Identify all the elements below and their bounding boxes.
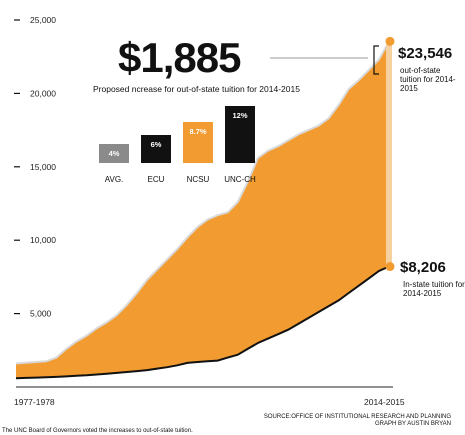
endpoint-bracket [373, 45, 379, 75]
source-note: SOURCE:OFFICE OF INSTITUTIONAL RESEARCH … [264, 414, 451, 428]
x-tick-label-start: 1977-1978 [14, 397, 55, 407]
increase-bar-ncsu: 8.7% [183, 121, 213, 163]
increase-bar-category: ECU [147, 175, 165, 184]
increase-bar-value: 12% [232, 111, 248, 120]
source-line: SOURCE:OFFICE OF INSTITUTIONAL RESEARCH … [263, 414, 451, 420]
y-tick-label: 20,000 [30, 88, 56, 98]
headline-subtitle: Proposed ncrease for out-of-state tuitio… [93, 84, 300, 94]
in-state-label: In-state tuition for 2014-2015 [403, 280, 465, 298]
out-of-state-end-dot [385, 36, 395, 46]
in-state-value: $8,206 [400, 259, 446, 276]
increase-bar-unc-ch: 12% [225, 106, 255, 163]
x-tick-label-end: 2014-2015 [364, 397, 405, 407]
out-of-state-value: $23,546 [398, 45, 453, 62]
increase-bar-category: AVG. [104, 175, 124, 184]
credit-line: GRAPH BY AUSTIN BRYAN [374, 421, 451, 427]
out-of-state-label: out-of-state tuition for 2014-2015 [400, 66, 456, 93]
in-state-end-dot [385, 262, 395, 272]
increase-bar-value: 4% [108, 149, 120, 158]
y-tick-label: 5,000 [30, 309, 52, 319]
increase-bar-category: NCSU [186, 175, 210, 184]
y-tick-label: 10,000 [30, 235, 56, 245]
increase-bar-value: 6% [150, 139, 162, 149]
increase-bar-ecu: 6% [141, 134, 171, 163]
y-tick-label: 15,000 [30, 162, 56, 172]
in-state-area [16, 266, 389, 387]
increase-bar-category: UNC-CH [224, 175, 256, 184]
increase-bar-value: 8.7% [189, 126, 207, 136]
increase-bar-avg-: 4% [99, 144, 129, 163]
out-of-state-area [16, 41, 389, 388]
y-tick-label: 25,000 [30, 15, 56, 25]
headline-amount: $1,885 [118, 34, 241, 81]
in-state-line [15, 265, 390, 380]
gap-band [386, 41, 392, 267]
photo-caption-fragment: The UNC Board of Governors voted the inc… [2, 428, 193, 434]
out-of-state-line [15, 40, 390, 365]
